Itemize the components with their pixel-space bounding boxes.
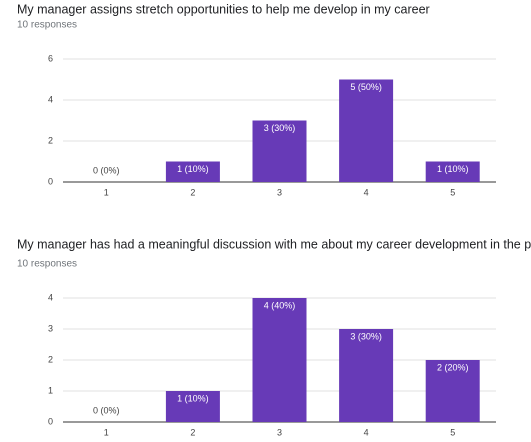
bar bbox=[339, 329, 394, 422]
bar bbox=[425, 161, 480, 182]
y-tick-label: 0 bbox=[48, 416, 53, 426]
y-tick-label: 6 bbox=[48, 53, 53, 63]
value-label: 3 (30%) bbox=[350, 331, 382, 341]
bar bbox=[165, 161, 220, 182]
bar bbox=[252, 120, 307, 182]
bar bbox=[339, 79, 394, 182]
response-count: 10 responses bbox=[17, 259, 77, 270]
chart-title: My manager assigns stretch opportunities… bbox=[17, 2, 430, 16]
value-label: 0 (0%) bbox=[93, 165, 120, 175]
value-label: 4 (40%) bbox=[264, 300, 296, 310]
chart-title: My manager has had a meaningful discussi… bbox=[17, 237, 531, 251]
x-tick-label: 4 bbox=[364, 427, 369, 437]
y-tick-label: 4 bbox=[48, 292, 53, 302]
y-tick-label: 4 bbox=[48, 94, 53, 104]
x-tick-label: 1 bbox=[104, 427, 109, 437]
value-label: 0 (0%) bbox=[93, 405, 120, 415]
bar bbox=[252, 298, 307, 422]
x-tick-label: 1 bbox=[104, 187, 109, 197]
x-tick-label: 3 bbox=[277, 187, 282, 197]
x-tick-label: 5 bbox=[450, 427, 455, 437]
response-count: 10 responses bbox=[17, 20, 77, 31]
value-label: 1 (10%) bbox=[177, 164, 209, 174]
x-tick-label: 5 bbox=[450, 187, 455, 197]
y-tick-label: 0 bbox=[48, 176, 53, 186]
y-tick-label: 2 bbox=[48, 354, 53, 364]
y-tick-label: 2 bbox=[48, 135, 53, 145]
value-label: 2 (20%) bbox=[437, 362, 469, 372]
bar bbox=[165, 391, 220, 422]
bar bbox=[425, 360, 480, 422]
value-label: 1 (10%) bbox=[437, 164, 469, 174]
y-tick-label: 3 bbox=[48, 323, 53, 333]
x-tick-label: 2 bbox=[190, 427, 195, 437]
x-tick-label: 4 bbox=[364, 187, 369, 197]
value-label: 1 (10%) bbox=[177, 393, 209, 403]
x-tick-label: 3 bbox=[277, 427, 282, 437]
y-tick-label: 1 bbox=[48, 385, 53, 395]
value-label: 5 (50%) bbox=[350, 82, 382, 92]
value-label: 3 (30%) bbox=[264, 123, 296, 133]
x-tick-label: 2 bbox=[190, 187, 195, 197]
